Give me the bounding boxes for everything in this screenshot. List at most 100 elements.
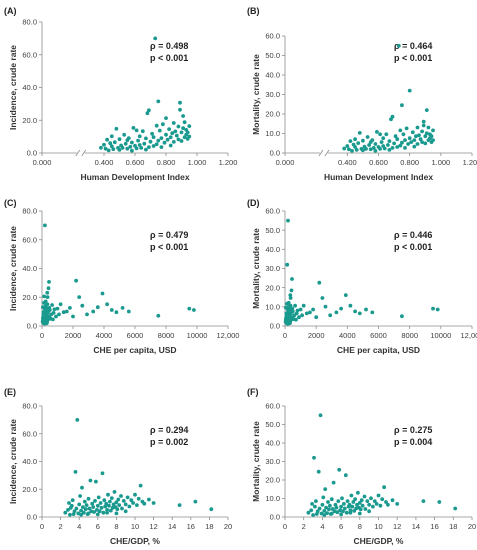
p-value-annotation: p = 0.004 [394, 437, 432, 447]
data-point [178, 100, 182, 105]
data-point [354, 148, 359, 152]
data-point [99, 505, 104, 510]
x-tick-label: 12 [149, 522, 157, 531]
data-point [167, 127, 172, 131]
data-point [54, 314, 58, 319]
x-tick-label: 18 [205, 522, 213, 531]
data-point [129, 498, 134, 503]
data-point [359, 498, 364, 503]
data-point [92, 510, 96, 514]
data-point [368, 147, 373, 152]
data-point [382, 146, 387, 151]
data-point [164, 132, 168, 137]
data-point [135, 503, 139, 507]
y-axis-label: Mortality, crude rate [251, 54, 261, 135]
y-tick-label: 20.0 [265, 283, 280, 292]
data-point [147, 497, 151, 502]
data-point [289, 288, 294, 293]
data-point [367, 509, 371, 514]
x-tick-label: 2000 [308, 331, 325, 340]
data-point [361, 138, 365, 143]
data-point [95, 512, 100, 517]
data-point [286, 218, 290, 223]
data-point [176, 137, 181, 142]
data-point [187, 134, 192, 139]
data-point [392, 141, 396, 146]
data-point [380, 497, 385, 502]
data-point [339, 512, 343, 517]
data-point [125, 138, 130, 143]
data-point [51, 311, 56, 315]
data-point [100, 291, 105, 296]
data-point [420, 140, 424, 145]
x-tick-label: 0 [283, 522, 287, 531]
data-point [88, 478, 93, 483]
x-tick-label: 18 [449, 522, 457, 531]
x-tick-label: 1.200 [219, 158, 238, 167]
data-point [78, 494, 82, 498]
data-point [376, 493, 381, 498]
panel-label: (B) [247, 6, 260, 16]
data-point [306, 510, 311, 515]
data-point [51, 317, 55, 322]
data-point [106, 148, 111, 153]
x-tick-label: 2 [59, 522, 63, 531]
panel-f: (F) 0.0 10.0 20.0 30.0 40.0 50.0 60.0 0 2 4 6 8 10 12 1… [247, 387, 476, 546]
data-point [351, 500, 356, 504]
data-point [367, 502, 371, 507]
x-axis-label: CHE per capita, USD [337, 345, 420, 355]
x-tick-label: 8 [114, 522, 118, 531]
x-tick-label: 10000 [430, 331, 451, 340]
data-point [161, 122, 165, 127]
axis-break-gap [319, 149, 328, 157]
data-point [418, 137, 423, 142]
data-point [137, 143, 142, 147]
x-tick-label: 12,000 [217, 331, 240, 340]
y-tick-label: 10.0 [265, 302, 280, 311]
data-point [83, 507, 88, 512]
y-tick-label: 30.0 [265, 264, 280, 273]
data-point [309, 508, 314, 513]
data-point [151, 144, 156, 148]
data-point [314, 315, 319, 320]
data-point [320, 296, 325, 300]
data-point [295, 308, 300, 313]
data-point [159, 136, 164, 141]
panel-label: (A) [4, 6, 17, 16]
data-point [373, 142, 378, 146]
x-tick-label: 0.000 [33, 158, 52, 167]
data-point [344, 510, 349, 515]
data-point [44, 321, 49, 326]
data-point [308, 310, 312, 315]
data-points [99, 36, 192, 153]
data-point [435, 307, 440, 312]
data-point [345, 499, 350, 503]
data-point [43, 223, 47, 228]
data-point [157, 128, 162, 133]
y-tick-label: 0.0 [270, 149, 280, 158]
data-points [342, 43, 435, 153]
x-tick-label: 6000 [370, 331, 387, 340]
data-point [350, 504, 355, 509]
p-value-annotation: p < 0.001 [394, 53, 432, 63]
data-point [287, 321, 292, 326]
data-point [343, 473, 348, 478]
x-axis-label: Human Development Index [324, 172, 433, 182]
data-point [294, 311, 299, 316]
data-point [81, 505, 85, 509]
data-point [329, 511, 334, 516]
data-point [403, 138, 407, 143]
data-point [378, 132, 382, 137]
y-tick-label: 0.0 [27, 149, 37, 158]
rho-annotation: ρ = 0.479 [150, 230, 188, 240]
data-point [453, 506, 458, 511]
data-point [134, 128, 139, 133]
data-point [153, 36, 158, 41]
data-point [57, 312, 61, 317]
data-point [148, 139, 153, 144]
data-point [378, 503, 383, 508]
p-value-annotation: p = 0.002 [150, 437, 188, 447]
data-points [63, 418, 214, 517]
data-point [406, 142, 410, 146]
data-point [117, 148, 122, 152]
